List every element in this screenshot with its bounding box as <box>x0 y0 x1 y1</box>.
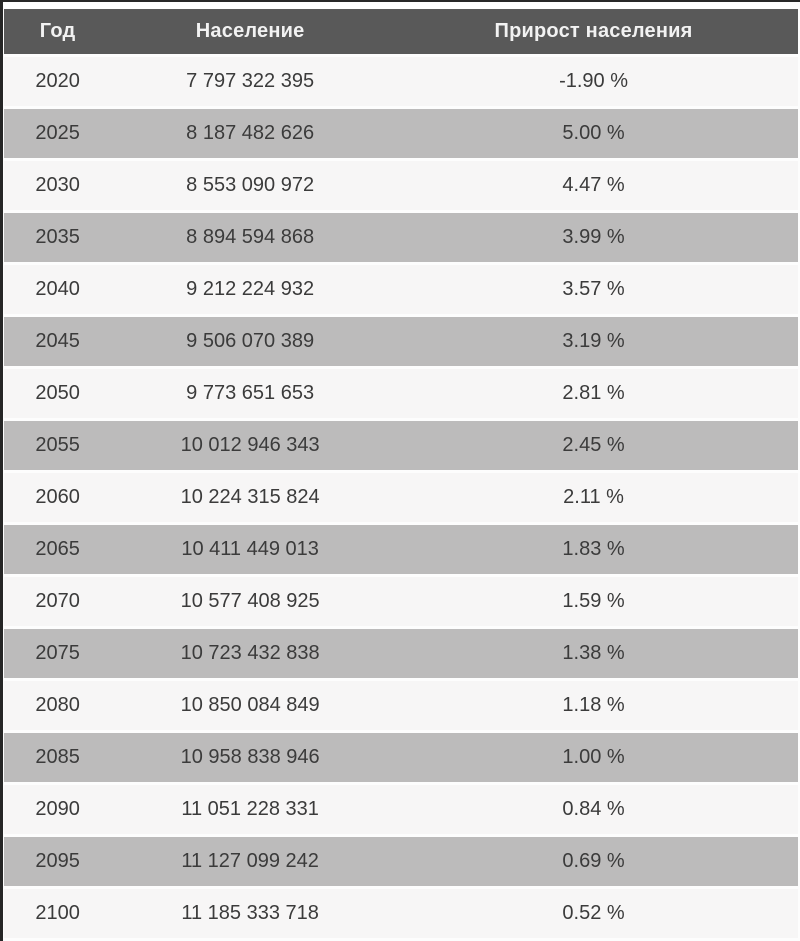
cell-year: 2025 <box>4 109 112 158</box>
population-table: Год Население Прирост населения 2020 7 79… <box>4 6 798 941</box>
table-row: 2040 9 212 224 932 3.57 % <box>4 265 798 314</box>
cell-growth: 1.83 % <box>389 525 798 574</box>
cell-population: 8 553 090 972 <box>111 161 390 210</box>
table-body: 2020 7 797 322 395 -1.90 % 2025 8 187 482 62… <box>4 57 798 938</box>
cell-population: 10 411 449 013 <box>111 525 390 574</box>
cell-growth: 5.00 % <box>389 109 798 158</box>
table-row: 2045 9 506 070 389 3.19 % <box>4 317 798 366</box>
cell-growth: 1.38 % <box>389 629 798 678</box>
cell-growth: 2.11 % <box>389 473 798 522</box>
cell-growth: 2.45 % <box>389 421 798 470</box>
cell-year: 2075 <box>4 629 112 678</box>
cell-year: 2020 <box>4 57 112 106</box>
cell-year: 2040 <box>4 265 112 314</box>
cell-year: 2080 <box>4 681 112 730</box>
cell-population: 10 723 432 838 <box>111 629 390 678</box>
cell-year: 2085 <box>4 733 112 782</box>
cell-population: 11 127 099 242 <box>111 837 390 886</box>
cell-growth: 2.81 % <box>389 369 798 418</box>
cell-year: 2090 <box>4 785 112 834</box>
cell-growth: 1.00 % <box>389 733 798 782</box>
cell-population: 10 850 084 849 <box>111 681 390 730</box>
table-row: 2020 7 797 322 395 -1.90 % <box>4 57 798 106</box>
table-row: 2030 8 553 090 972 4.47 % <box>4 161 798 210</box>
cell-population: 10 012 946 343 <box>111 421 390 470</box>
table-row: 2050 9 773 651 653 2.81 % <box>4 369 798 418</box>
cell-population: 11 051 228 331 <box>111 785 390 834</box>
cell-year: 2030 <box>4 161 112 210</box>
cell-year: 2050 <box>4 369 112 418</box>
table-row: 2080 10 850 084 849 1.18 % <box>4 681 798 730</box>
table-row: 2065 10 411 449 013 1.83 % <box>4 525 798 574</box>
cell-year: 2045 <box>4 317 112 366</box>
cell-growth: 1.59 % <box>389 577 798 626</box>
cell-year: 2060 <box>4 473 112 522</box>
cell-growth: 1.18 % <box>389 681 798 730</box>
cell-year: 2100 <box>4 889 112 938</box>
table-row: 2075 10 723 432 838 1.38 % <box>4 629 798 678</box>
table-row: 2100 11 185 333 718 0.52 % <box>4 889 798 938</box>
cell-population: 9 773 651 653 <box>111 369 390 418</box>
cell-growth: 3.19 % <box>389 317 798 366</box>
cell-year: 2035 <box>4 213 112 262</box>
cell-year: 2070 <box>4 577 112 626</box>
cell-year: 2095 <box>4 837 112 886</box>
cell-growth: 0.52 % <box>389 889 798 938</box>
column-header-year: Год <box>4 9 112 54</box>
table-row: 2055 10 012 946 343 2.45 % <box>4 421 798 470</box>
cell-population: 8 187 482 626 <box>111 109 390 158</box>
cell-growth: -1.90 % <box>389 57 798 106</box>
table-row: 2035 8 894 594 868 3.99 % <box>4 213 798 262</box>
cell-population: 7 797 322 395 <box>111 57 390 106</box>
table-row: 2025 8 187 482 626 5.00 % <box>4 109 798 158</box>
cell-population: 10 958 838 946 <box>111 733 390 782</box>
column-header-population: Население <box>111 9 390 54</box>
cell-growth: 3.99 % <box>389 213 798 262</box>
column-header-growth: Прирост населения <box>389 9 798 54</box>
cell-growth: 0.84 % <box>389 785 798 834</box>
cell-population: 10 224 315 824 <box>111 473 390 522</box>
table-row: 2095 11 127 099 242 0.69 % <box>4 837 798 886</box>
cell-population: 11 185 333 718 <box>111 889 390 938</box>
cell-year: 2055 <box>4 421 112 470</box>
cell-population: 9 212 224 932 <box>111 265 390 314</box>
cell-growth: 4.47 % <box>389 161 798 210</box>
table-header-row: Год Население Прирост населения <box>4 9 798 54</box>
cell-growth: 3.57 % <box>389 265 798 314</box>
cell-population: 8 894 594 868 <box>111 213 390 262</box>
table-row: 2085 10 958 838 946 1.00 % <box>4 733 798 782</box>
cell-population: 10 577 408 925 <box>111 577 390 626</box>
table-row: 2090 11 051 228 331 0.84 % <box>4 785 798 834</box>
table-row: 2070 10 577 408 925 1.59 % <box>4 577 798 626</box>
cell-year: 2065 <box>4 525 112 574</box>
cell-growth: 0.69 % <box>389 837 798 886</box>
table-header: Год Население Прирост населения <box>4 9 798 54</box>
cell-population: 9 506 070 389 <box>111 317 390 366</box>
table-row: 2060 10 224 315 824 2.11 % <box>4 473 798 522</box>
